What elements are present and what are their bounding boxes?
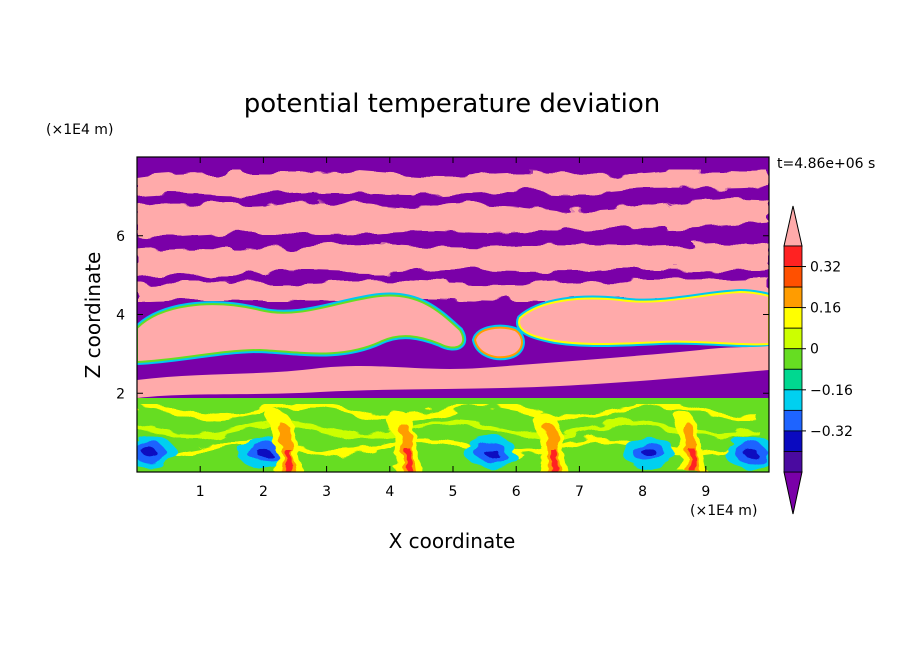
x-tick-label: 4 xyxy=(385,484,394,500)
cold-core-center xyxy=(743,448,758,457)
chart-title: potential temperature deviation xyxy=(244,89,660,119)
x-axis: 1 2 3 4 5 6 7 8 9 xyxy=(196,157,710,500)
upper-layer-bands xyxy=(137,169,769,302)
colorbar-segment xyxy=(783,348,803,370)
pink-band-top xyxy=(137,169,769,196)
colorbar: 0.32 0.16 0 −0.16 −0.32 xyxy=(783,205,853,515)
y-axis: 2 4 6 xyxy=(116,229,769,402)
colorbar-label: 0.16 xyxy=(810,301,841,317)
pink-band-mid xyxy=(137,243,769,276)
colorbar-label: −0.16 xyxy=(810,383,853,399)
colorbar-segment xyxy=(783,245,803,267)
plot-area xyxy=(137,157,769,472)
mid-layer-lobes xyxy=(137,288,769,398)
y-axis-label: Z coordinate xyxy=(81,252,105,379)
colorbar-segment xyxy=(783,307,803,329)
x-tick-label: 6 xyxy=(512,484,521,500)
colorbar-label: 0 xyxy=(810,342,819,358)
x-tick-label: 1 xyxy=(196,484,205,500)
y-tick-label: 2 xyxy=(116,386,125,402)
colorbar-segment xyxy=(783,327,803,350)
colorbar-segment xyxy=(783,430,803,452)
lobe-left xyxy=(137,294,465,364)
pink-band-upper-mid xyxy=(137,199,769,237)
warm-plume-core xyxy=(690,450,697,472)
x-axis-label: X coordinate xyxy=(389,529,516,553)
colorbar-segment xyxy=(783,368,803,391)
time-label: t=4.86e+06 s xyxy=(777,156,875,172)
lobe-right xyxy=(518,290,769,346)
colorbar-segment xyxy=(783,286,803,309)
y-unit-label: (×1E4 m) xyxy=(46,122,113,138)
pink-band-lower xyxy=(137,278,769,302)
colorbar-segment xyxy=(783,451,803,473)
colorbar-segment xyxy=(783,409,803,432)
boundary-wave xyxy=(137,401,758,421)
warm-plume-core xyxy=(285,450,292,472)
cold-core-center xyxy=(483,448,498,457)
boundary-wave xyxy=(137,419,758,439)
warm-plume-core xyxy=(405,450,412,472)
lobe-small xyxy=(473,326,523,359)
cold-core-center xyxy=(641,448,656,457)
colorbar-segment xyxy=(783,389,803,411)
lower-pink-strip xyxy=(137,346,769,398)
x-unit-label: (×1E4 m) xyxy=(690,503,757,519)
colorbar-label: −0.32 xyxy=(810,424,853,440)
cold-core-center xyxy=(256,448,271,457)
colorbar-segment xyxy=(783,266,803,288)
warm-plume-core xyxy=(551,450,558,472)
cold-core-center xyxy=(142,448,157,457)
y-tick-label: 6 xyxy=(116,229,125,245)
x-tick-label: 2 xyxy=(259,484,268,500)
colorbar-top-arrow xyxy=(783,205,803,247)
x-tick-label: 3 xyxy=(322,484,331,500)
x-tick-label: 5 xyxy=(449,484,458,500)
colorbar-label: 0.32 xyxy=(810,260,841,276)
y-tick-label: 4 xyxy=(116,308,125,324)
x-tick-label: 9 xyxy=(701,484,710,500)
colorbar-bottom-arrow xyxy=(783,471,803,515)
x-tick-label: 7 xyxy=(575,484,584,500)
x-tick-label: 8 xyxy=(638,484,647,500)
boundary-cells xyxy=(137,401,769,472)
